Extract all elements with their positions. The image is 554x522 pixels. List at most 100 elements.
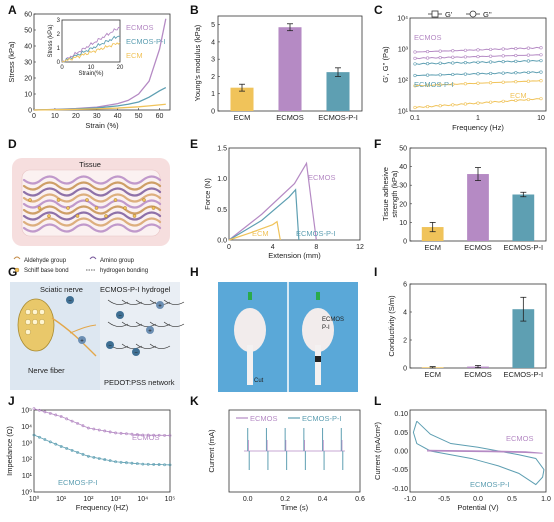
y-tick-label: 50 xyxy=(24,28,32,35)
legend-circle-marker xyxy=(469,10,477,18)
y-tick-label: 1.0 xyxy=(217,176,227,183)
y-tick-label: 0.10 xyxy=(394,411,408,418)
annotation-ECM: ECM xyxy=(252,229,269,238)
bond-dot xyxy=(47,214,51,218)
y-tick-label: 30 xyxy=(24,60,32,67)
bond-dot xyxy=(151,206,156,210)
data-point xyxy=(32,407,36,411)
y-tick-label: 0 xyxy=(211,109,215,116)
bond-dot xyxy=(28,198,32,202)
x-tick-label: 10³ xyxy=(111,496,122,503)
data-point xyxy=(163,463,166,467)
data-point xyxy=(54,413,58,417)
label-ecmos-p-i-line2: P-I xyxy=(322,325,330,331)
y-tick-label: 4 xyxy=(211,39,215,46)
y-tick-label: 10 xyxy=(399,220,407,227)
y-tick-label: 10⁰ xyxy=(21,489,32,497)
data-point xyxy=(539,79,543,83)
panel-H-photo: ECMOS P-I Cut xyxy=(218,282,358,392)
label-pedot-pss-network: PEDOT:PSS network xyxy=(104,378,175,387)
legend-label-G-prime: G' xyxy=(445,10,453,19)
ion-marker xyxy=(78,336,86,344)
bond-dot xyxy=(85,198,89,202)
x-tick-label: 60 xyxy=(156,113,164,120)
bar-ECMOS-P-I xyxy=(326,72,350,111)
x-tick-label: 0 xyxy=(32,113,36,120)
data-point xyxy=(463,55,468,59)
annotation-ECMOS: ECMOS xyxy=(506,434,534,443)
category-label: ECMOS-P-I xyxy=(318,113,358,122)
y-tick-label: 5 xyxy=(211,22,215,29)
data-point xyxy=(92,455,96,459)
y-tick-label: 40 xyxy=(24,44,32,51)
rat-tail xyxy=(247,345,253,385)
data-point xyxy=(54,442,58,446)
data-point xyxy=(146,433,150,437)
data-point xyxy=(119,431,123,435)
bar-ECMOS-P-I xyxy=(512,309,535,368)
annotation-ECMOS: ECMOS xyxy=(308,173,336,182)
panel-label-A: A xyxy=(8,3,17,17)
data-point xyxy=(168,434,172,437)
y-axis-label: Current (mA/cm²) xyxy=(373,422,382,480)
data-point xyxy=(451,72,455,77)
bar-ECMOS-P-I xyxy=(512,194,535,241)
data-point xyxy=(125,461,128,465)
data-point xyxy=(97,428,101,432)
category-label: ECMOS-P-I xyxy=(504,370,544,379)
data-point xyxy=(451,49,455,53)
inset-x-tick-label: 10 xyxy=(88,65,95,71)
plot-frame xyxy=(33,409,171,493)
inset-y-axis-label: Stress (kPa) xyxy=(48,24,54,57)
plot-frame xyxy=(228,147,361,241)
series-line-ECM xyxy=(228,220,281,241)
y-axis-label: Conductivity (S/m) xyxy=(387,295,396,357)
panel-E-chart: 0 4 8 12 0.0 0.5 1.0 1.5 Extension (mm) Force (N)… xyxy=(203,146,364,261)
data-point xyxy=(413,56,417,60)
label-ecmos-p-i-line1: ECMOS xyxy=(322,317,344,323)
category-label: ECMOS xyxy=(464,243,492,252)
panel-D-illustration: Tissue Aldehyde group Amino group Schiff ba… xyxy=(12,158,170,274)
data-point xyxy=(451,61,455,65)
data-point xyxy=(92,427,96,431)
y-tick-label: 40 xyxy=(399,164,407,171)
data-point xyxy=(526,79,531,83)
data-point xyxy=(526,70,531,75)
polymer-chain xyxy=(22,223,162,233)
bond-dot xyxy=(56,198,61,202)
x-tick-label: 0.6 xyxy=(355,496,365,503)
rat-tail xyxy=(315,345,321,385)
polymer-chain xyxy=(22,175,162,185)
annotation-ECMOS-P-I: ECMOS-P-I xyxy=(58,478,98,487)
x-tick-label: 10⁰ xyxy=(29,495,40,503)
inset-series-ECM xyxy=(61,42,121,63)
data-point xyxy=(157,463,161,466)
label-sciatic-nerve: Sciatic nerve xyxy=(40,285,83,294)
data-point xyxy=(157,433,161,437)
data-point xyxy=(463,82,468,86)
data-point xyxy=(476,101,480,105)
bond-dot xyxy=(104,214,108,218)
panel-label-L: L xyxy=(374,394,381,408)
data-point xyxy=(514,53,518,58)
category-label: ECM xyxy=(424,243,441,252)
data-point xyxy=(526,53,531,57)
y-tick-label: 20 xyxy=(24,76,32,83)
data-point xyxy=(489,71,493,76)
y-tick-label: 1 xyxy=(211,91,215,98)
label-cut: Cut xyxy=(254,378,264,384)
data-point xyxy=(141,462,145,466)
data-point xyxy=(413,84,417,88)
inset-series-ECMOS-P-I xyxy=(61,35,121,63)
data-point xyxy=(130,432,134,436)
schiff-base-icon xyxy=(14,267,20,273)
data-point xyxy=(514,59,518,63)
x-tick-label: 1.0 xyxy=(541,496,551,503)
amino-icon xyxy=(89,256,97,260)
bond-dot xyxy=(66,206,70,210)
x-tick-label: 0.4 xyxy=(318,496,328,503)
tissue-label: Tissue xyxy=(79,160,101,169)
legend-amino-group: Amino group xyxy=(100,258,135,264)
panel-label-K: K xyxy=(190,394,199,408)
